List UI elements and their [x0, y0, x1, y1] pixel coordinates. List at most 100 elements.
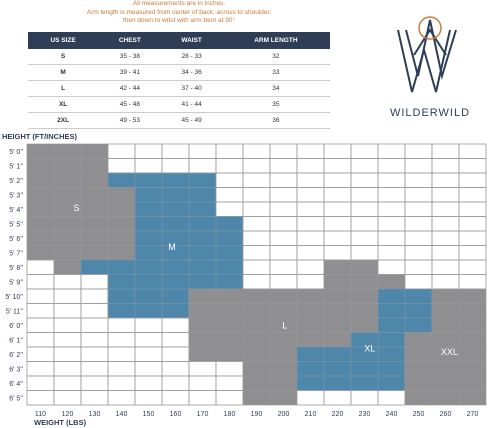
cell-border — [107, 201, 136, 217]
grid-cell — [458, 230, 487, 246]
cell-border — [215, 317, 244, 333]
cell-border — [26, 143, 55, 159]
cell-border — [26, 216, 55, 232]
cell-border — [431, 317, 460, 333]
grid-cell — [404, 172, 433, 188]
grid-cell — [107, 361, 136, 377]
grid-cell — [404, 361, 433, 377]
grid-cell — [26, 317, 55, 333]
grid-cell — [458, 143, 487, 159]
grid-cell — [404, 346, 433, 362]
region-label: L — [282, 320, 287, 330]
row-label: 5' 5'' — [9, 221, 23, 228]
cell-border — [323, 303, 352, 319]
cell-border — [107, 274, 136, 290]
grid-cell — [431, 317, 460, 333]
grid-cell — [134, 274, 163, 290]
grid-cell — [269, 288, 298, 304]
grid-cell — [188, 375, 217, 391]
grid-cell — [458, 332, 487, 348]
grid-cell — [377, 259, 406, 275]
size-table: US SIZE CHEST WAIST ARM LENGTH S 35 - 38 28 - … — [28, 32, 330, 129]
cell-border — [134, 216, 163, 232]
grid-cell — [269, 187, 298, 203]
grid-cell — [296, 303, 325, 319]
grid-cell — [296, 172, 325, 188]
grid-cell — [161, 172, 190, 188]
table-cell: L — [28, 80, 99, 97]
grid-cell — [350, 158, 379, 174]
grid-cell — [323, 143, 352, 159]
cell-border — [26, 201, 55, 217]
cell-border — [269, 317, 298, 333]
row-label: 6' 4'' — [9, 381, 23, 388]
grid-cell — [269, 245, 298, 261]
cell-border — [350, 274, 379, 290]
grid-cell — [215, 288, 244, 304]
cell-border — [53, 245, 82, 261]
grid-cell — [296, 288, 325, 304]
cell-border — [26, 172, 55, 188]
grid-cell — [26, 172, 55, 188]
cell-border — [377, 332, 406, 348]
grid-cell — [377, 346, 406, 362]
grid-cell — [242, 346, 271, 362]
grid-cell — [431, 288, 460, 304]
grid-cell — [215, 361, 244, 377]
grid-cell — [296, 259, 325, 275]
grid-cell — [80, 216, 109, 232]
grid-cell — [350, 390, 379, 406]
cell-border — [134, 288, 163, 304]
col-label: 170 — [197, 411, 209, 418]
cell-border — [107, 187, 136, 203]
cell-border — [188, 230, 217, 246]
grid-cell — [269, 259, 298, 275]
grid-cell — [215, 346, 244, 362]
grid-cell — [269, 201, 298, 217]
grid-cell — [134, 288, 163, 304]
grid-cell — [53, 143, 82, 159]
cell-border — [134, 201, 163, 217]
grid-cell — [458, 346, 487, 362]
cell-border — [296, 274, 325, 290]
grid-cell — [107, 230, 136, 246]
grid-cell — [161, 274, 190, 290]
grid-cell — [53, 361, 82, 377]
grid-cell — [323, 317, 352, 333]
cell-border — [377, 346, 406, 362]
grid-cell — [377, 361, 406, 377]
row-label: 5' 0'' — [9, 149, 23, 156]
table-cell: XL — [28, 96, 99, 113]
grid-cell — [458, 288, 487, 304]
cell-border — [458, 361, 487, 377]
grid-cell — [107, 172, 136, 188]
grid-cell — [80, 245, 109, 261]
grid-cell — [53, 245, 82, 261]
grid-cell — [107, 259, 136, 275]
cell-border — [323, 332, 352, 348]
grid-cell — [350, 187, 379, 203]
grid-cell — [53, 187, 82, 203]
table-cell: 2XL — [28, 112, 99, 129]
grid-cell — [26, 303, 55, 319]
cell-border — [161, 245, 190, 261]
grid-cell — [188, 216, 217, 232]
grid-cell — [350, 361, 379, 377]
grid-cell — [350, 317, 379, 333]
grid-cell — [404, 143, 433, 159]
grid-cell — [26, 230, 55, 246]
cell-border — [188, 245, 217, 261]
region-label: XL — [364, 343, 375, 353]
grid-cell — [134, 390, 163, 406]
header-cell: WAIST — [161, 32, 222, 49]
grid-cell — [296, 390, 325, 406]
cell-border — [53, 158, 82, 174]
grid-cell — [26, 346, 55, 362]
grid-cell — [269, 216, 298, 232]
grid-cell — [53, 303, 82, 319]
notes: All measurements are in inches. Arm lengt… — [28, 0, 330, 26]
grid-cell — [242, 172, 271, 188]
grid-cell — [377, 187, 406, 203]
grid-cell — [215, 274, 244, 290]
